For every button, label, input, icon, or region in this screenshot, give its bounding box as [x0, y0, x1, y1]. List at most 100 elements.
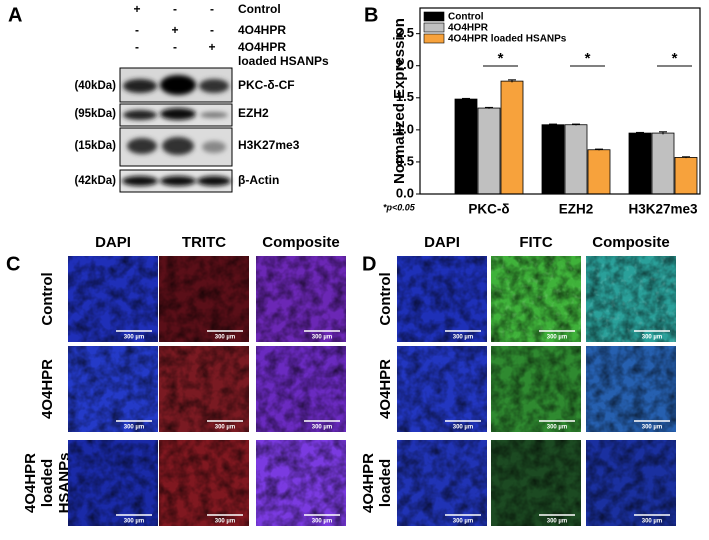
treatment-sign: - [210, 23, 214, 37]
scale-bar-label: 300 µm [547, 335, 567, 341]
footnote: *p<0.05 [383, 202, 416, 212]
micrograph-texture [397, 346, 487, 432]
treatment-label: 4O4HPR [238, 23, 286, 37]
x-tick-label: PKC-δ [468, 202, 509, 217]
y-axis-label: Normalized Expression [391, 18, 408, 184]
scale-bar-label: 300 µm [547, 425, 567, 431]
bar [587, 149, 611, 195]
scale-bar-label: 300 µm [453, 425, 473, 431]
x-tick-label: EZH2 [559, 202, 594, 217]
micrograph: 300 µm [68, 256, 158, 342]
y-tick-label: 2.0 [396, 57, 414, 72]
micrograph-texture [586, 346, 676, 432]
treatment-sign: - [210, 2, 214, 16]
scale-bar-label: 300 µm [547, 519, 567, 525]
scale-bar-label: 300 µm [312, 425, 332, 431]
scale-bar-label: 300 µm [124, 519, 144, 525]
scale-bar-label: 300 µm [453, 519, 473, 525]
treatment-label: 4O4HPR [238, 40, 286, 54]
micrograph-texture [68, 440, 158, 526]
scale-bar-label: 300 µm [215, 335, 235, 341]
micrograph-texture [159, 346, 249, 432]
panel-label: C [6, 253, 20, 275]
legend-label: 4O4HPR [448, 23, 489, 34]
panel-label: B [364, 4, 378, 26]
column-header: DAPI [95, 234, 131, 251]
scale-bar-label: 300 µm [312, 519, 332, 525]
y-tick-label: 1.0 [396, 121, 414, 136]
treatment-sign: - [135, 40, 139, 54]
treatment-sign: + [171, 23, 178, 37]
micrograph: 300 µm [159, 346, 249, 432]
bar [628, 132, 652, 195]
micrograph-texture [491, 346, 581, 432]
scale-bar-label: 300 µm [642, 425, 662, 431]
column-header: FITC [519, 234, 552, 251]
micrograph-texture [397, 440, 487, 526]
scale-bar-label: 300 µm [642, 335, 662, 341]
significance-star: * [498, 50, 504, 67]
legend-swatch [423, 33, 445, 44]
micrograph: 300 µm [256, 256, 346, 342]
molecular-weight: (40kDa) [74, 80, 116, 92]
row-label: 4O4HPR [360, 453, 377, 513]
micrograph: 300 µm [491, 440, 581, 526]
micrograph: 300 µm [68, 440, 158, 526]
micrograph: 300 µm [159, 440, 249, 526]
row-label: loaded [377, 459, 394, 507]
micrograph-texture [586, 256, 676, 342]
scale-bar-label: 300 µm [312, 335, 332, 341]
molecular-weight: (15kDa) [74, 140, 116, 152]
micrograph-texture [68, 346, 158, 432]
micrograph: 300 µm [491, 256, 581, 342]
panel-label: A [8, 4, 22, 26]
treatment-sign: - [173, 2, 177, 16]
legend-label: 4O4HPR loaded HSANPs [448, 34, 567, 45]
significance-star: * [672, 50, 678, 67]
treatment-sign: - [135, 23, 139, 37]
scale-bar-label: 300 µm [642, 519, 662, 525]
micrograph: 300 µm [159, 256, 249, 342]
micrograph-texture [256, 256, 346, 342]
bar [454, 98, 478, 195]
row-label: Control [39, 272, 56, 325]
bar [564, 124, 588, 195]
micrograph-texture [256, 440, 346, 526]
treatment-sign: + [133, 2, 140, 16]
panel-label: D [362, 253, 376, 275]
bar [477, 107, 501, 195]
micrograph-texture [491, 440, 581, 526]
significance-star: * [585, 50, 591, 67]
micrograph-texture [586, 440, 676, 526]
column-header: Composite [262, 234, 340, 251]
scale-bar-label: 300 µm [215, 519, 235, 525]
y-tick-label: 1.5 [396, 89, 414, 104]
legend-swatch [423, 22, 445, 33]
molecular-weight: (95kDa) [74, 108, 116, 120]
plot-frame [419, 7, 701, 195]
row-label: 4O4HPR [377, 359, 394, 419]
treatment-label: loaded HSANPs [238, 54, 329, 68]
micrograph: 300 µm [397, 346, 487, 432]
bar [500, 80, 524, 195]
scale-bar-label: 300 µm [124, 425, 144, 431]
column-header: Composite [592, 234, 670, 251]
micrograph: 300 µm [68, 346, 158, 432]
scale-bar-label: 300 µm [124, 335, 144, 341]
column-header: DAPI [424, 234, 460, 251]
bar [651, 132, 675, 195]
micrograph: 300 µm [397, 440, 487, 526]
micrograph-texture [159, 440, 249, 526]
protein-label: EZH2 [238, 106, 269, 120]
row-label: loaded [39, 459, 56, 507]
row-label: 4O4HPR [39, 359, 56, 419]
micrograph: 300 µm [586, 440, 676, 526]
y-tick-label: 0.5 [396, 153, 414, 168]
scale-bar-label: 300 µm [215, 425, 235, 431]
y-tick-label: 2.5 [396, 25, 414, 40]
micrograph: 300 µm [586, 346, 676, 432]
micrograph: 300 µm [586, 256, 676, 342]
legend-swatch [423, 11, 445, 22]
scale-bar-label: 300 µm [453, 335, 473, 341]
